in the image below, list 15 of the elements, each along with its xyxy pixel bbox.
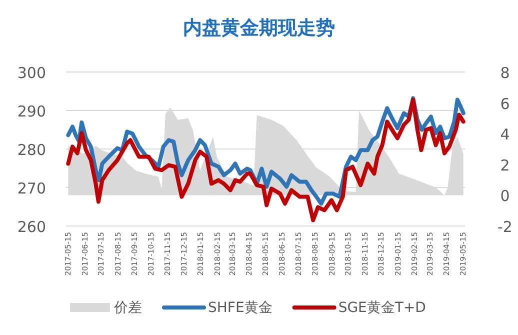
y-tick-label: 300 <box>17 64 46 82</box>
y2-tick-label: 6 <box>500 94 510 113</box>
y2-tick-label: 8 <box>500 64 510 82</box>
legend-label: SGE黄金T+D <box>338 300 426 316</box>
y-tick-label: 260 <box>17 218 46 236</box>
y2-tick-label: -2 <box>498 218 512 236</box>
legend-label: 价差 <box>113 300 142 316</box>
y-tick-label: 290 <box>17 102 46 120</box>
y2-tick-label: 2 <box>500 156 510 174</box>
chart-title: 内盘黄金期现走势 <box>183 17 335 39</box>
y-tick-label: 270 <box>17 180 46 198</box>
legend-label: SHFE黄金 <box>208 300 272 316</box>
y-tick-label: 280 <box>17 141 46 159</box>
y2-tick-label: 0 <box>500 187 510 206</box>
y2-tick-label: 4 <box>500 126 510 144</box>
